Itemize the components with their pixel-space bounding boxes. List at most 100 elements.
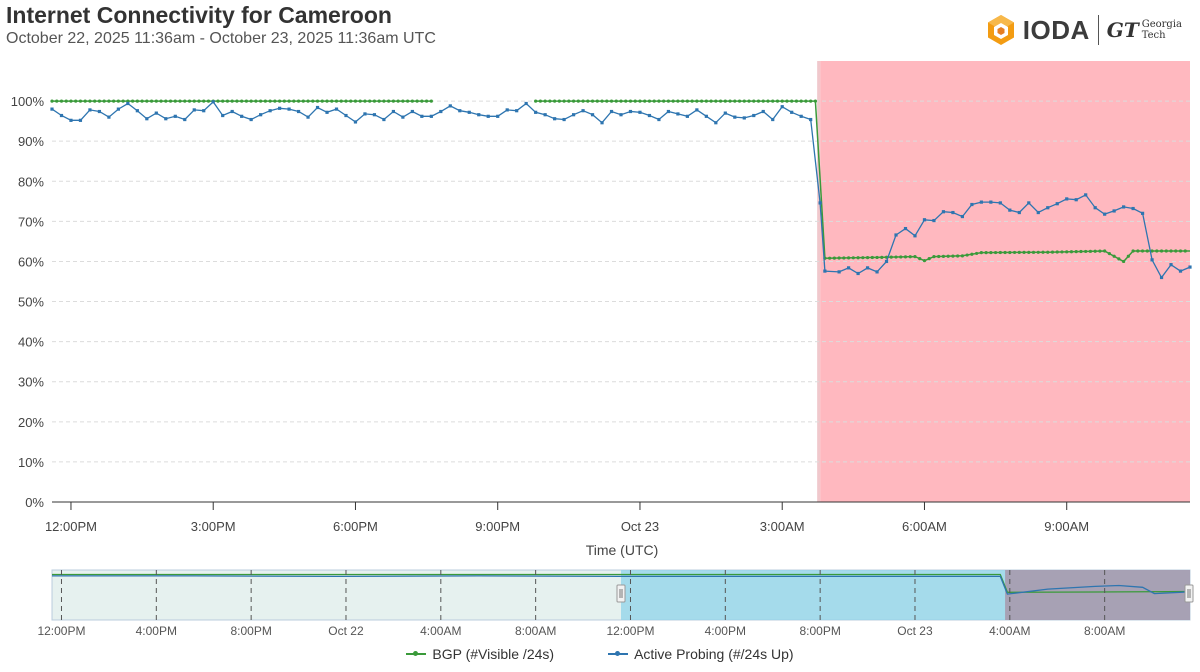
bgp-point [638,99,642,103]
bgp-point [83,99,87,103]
active-probing-point [344,113,348,118]
navigator-probing-line [52,575,1191,595]
bgp-point [135,99,139,103]
active-probing-point [334,107,339,111]
bgp-point [913,255,917,259]
bgp-point [918,257,922,261]
main-chart[interactable]: 0% 10% 20% 30% 40% 50% 60% 70% 80% 90% 100% 12:00PM… [0,0,1200,600]
bgp-point [946,254,950,258]
active-probing-point [856,271,860,276]
active-probing-point [164,117,168,121]
active-probing-point [989,200,993,204]
bgp-point [695,99,699,103]
navigator-right-handle[interactable] [1184,584,1194,603]
bgp-point [235,99,239,103]
bgp-point [173,99,177,103]
navigator-outage-region [1005,570,1190,620]
bgp-point [742,99,746,103]
active-probing-point [505,108,509,112]
navigator-x-tick-label: 4:00AM [989,624,1030,638]
bgp-point [780,99,784,103]
bgp-point [1131,249,1135,253]
bgp-point [1008,250,1012,255]
bgp-point [690,99,694,103]
bgp-point [353,99,358,103]
x-tick-label: 12:00PM [45,519,97,534]
active-probing-point [638,110,642,114]
bgp-point [387,99,391,103]
bgp-point [396,99,400,103]
active-probing-point [742,116,746,120]
bgp-point [832,256,836,260]
active-probing-point [590,113,595,117]
active-probing-point [581,109,585,113]
active-probing-point [325,110,329,114]
bgp-point [870,255,874,260]
bgp-point [586,99,590,103]
active-probing-point [382,117,386,122]
navigator-x-tick-label: Oct 22 [328,624,364,638]
bgp-point [263,99,267,103]
navigator-x-tick-label: 8:00PM [230,624,271,638]
active-probing-point [790,110,794,114]
active-probing-point [88,108,92,112]
legend-item-active-probing[interactable]: Active Probing (#/24s Up) [608,646,794,662]
active-probing-point [306,115,310,119]
bgp-point [183,99,187,103]
bgp-point [268,99,272,103]
bgp-point [548,99,552,103]
bgp-point [1084,249,1088,254]
bgp-point [1050,250,1055,254]
bgp-point [676,99,680,103]
bgp-point [956,254,960,258]
bgp-point [718,99,723,103]
bgp-point [927,257,931,261]
bgp-point [771,99,775,103]
active-probing-point [211,100,215,104]
active-probing-point [676,112,680,116]
active-probing-point [1103,212,1107,216]
bgp-point [249,99,253,103]
bgp-point [970,252,974,256]
active-probing-point [884,259,889,264]
navigator-chart[interactable]: 12:00PM 4:00PM 8:00PM Oct 22 4:00AM 8:00AM 12:… [0,562,1200,652]
bgp-point [273,99,277,103]
active-probing-point [1036,210,1040,215]
active-probing-point [809,117,813,122]
bgp-point [102,99,106,103]
bgp-point [609,99,614,103]
bgp-point [202,99,206,103]
legend-item-bgp[interactable]: BGP (#Visible /24s) [406,646,554,662]
ioda-logo-icon [985,14,1017,46]
bgp-point [382,99,386,103]
bgp-point [410,99,414,103]
active-probing-point [221,113,225,118]
bgp-point [1093,249,1097,253]
bgp-point [714,99,718,103]
active-probing-point [799,114,803,118]
navigator-x-tick-label: 4:00AM [420,624,461,638]
active-probing-point [315,105,320,110]
bgp-point [647,99,652,103]
active-probing-point [553,117,557,121]
bgp-point [861,256,865,260]
bgp-point [842,256,846,260]
active-probing-point [823,269,827,273]
active-probing-point [932,218,936,223]
active-probing-point [837,270,841,274]
bgp-point [1136,249,1140,253]
logo-group: IODA GT Georgia Tech [985,14,1182,46]
georgia-tech-line2: Tech [1141,30,1166,41]
active-probing-point [145,117,149,121]
bgp-point [401,99,405,103]
active-probing-point [771,117,775,122]
active-probing-point [439,109,443,114]
active-probing-point [571,113,576,117]
active-probing-point [894,233,898,237]
bgp-point [657,99,661,103]
navigator-left-handle[interactable] [616,584,626,603]
bgp-point [1036,250,1040,254]
bgp-point [1155,249,1159,253]
bgp-point [633,99,637,103]
bgp-point [662,99,666,103]
